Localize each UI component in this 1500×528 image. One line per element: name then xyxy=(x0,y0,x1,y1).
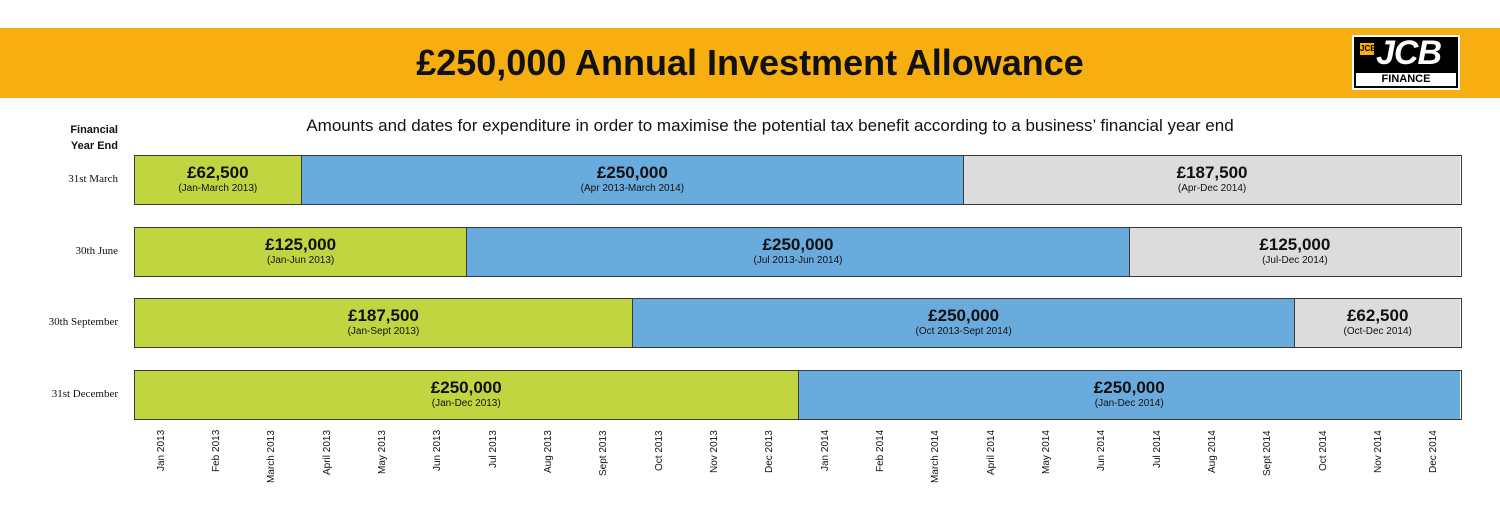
x-tick-label: Sept 2013 xyxy=(598,430,610,476)
row-header-line-2: Year End xyxy=(70,140,118,152)
x-tick-label: March 2013 xyxy=(266,430,278,483)
segment-period: (Jul-Dec 2014) xyxy=(1262,255,1328,266)
x-tick-label: March 2014 xyxy=(930,430,942,483)
logo-mark-icon: JCB xyxy=(1360,43,1377,55)
row-label: 31st March xyxy=(68,173,118,185)
x-tick-label: May 2013 xyxy=(377,430,388,474)
x-axis-ticks: Jan 2013 Feb 2013 March 2013 April 2013 May … xyxy=(0,430,1500,490)
timeline-bar: £187,500 (Jan-Sept 2013) £250,000 (Oct 2013… xyxy=(134,298,1462,348)
row-label: 31st December xyxy=(51,388,118,400)
x-tick-label: Feb 2013 xyxy=(211,430,222,473)
segment-period: (Jan-Dec 2014) xyxy=(1094,398,1164,409)
segment-period: (Apr-Dec 2014) xyxy=(1177,183,1247,194)
row-header-label: Financial Year End xyxy=(20,122,118,154)
bar-segment: £62,500 (Oct-Dec 2014) xyxy=(1294,299,1460,347)
segment-period: (Jan-Dec 2013) xyxy=(431,398,501,409)
segment-amount: £250,000 xyxy=(596,163,668,182)
segment-amount: £62,500 xyxy=(1346,306,1409,325)
x-tick-label: Jul 2013 xyxy=(487,430,499,468)
row-label: 30th September xyxy=(48,316,118,328)
timeline-bar: £62,500 (Jan-March 2013) £250,000 (Apr 2013… xyxy=(134,155,1462,205)
x-tick-label: May 2014 xyxy=(1041,430,1052,474)
segment-period: (Oct 2013-Sept 2014) xyxy=(915,326,1012,337)
segment-amount: £250,000 xyxy=(762,235,834,254)
x-tick-label: Jul 2014 xyxy=(1151,430,1163,468)
bar-segment: £187,500 (Apr-Dec 2014) xyxy=(963,156,1460,204)
x-tick-label: Aug 2014 xyxy=(1207,430,1218,473)
x-tick-label: Jun 2013 xyxy=(432,430,444,472)
segment-amount: £125,000 xyxy=(1259,235,1331,254)
logo-subtext: FINANCE xyxy=(1356,73,1456,86)
x-tick-label: Nov 2014 xyxy=(1373,430,1384,473)
x-tick-label: Aug 2013 xyxy=(543,430,554,473)
row-label: 30th June xyxy=(75,245,118,257)
timeline-bar: £250,000 (Jan-Dec 2013) £250,000 (Jan-Dec 2… xyxy=(134,370,1462,420)
bar-segment: £187,500 (Jan-Sept 2013) xyxy=(135,299,632,347)
x-tick-label: April 2013 xyxy=(321,430,333,476)
segment-amount: £250,000 xyxy=(928,306,1000,325)
row-header-line-1: Financial xyxy=(70,124,118,136)
bar-segment: £250,000 (Jan-Dec 2013) xyxy=(135,371,798,419)
segment-amount: £187,500 xyxy=(347,306,419,325)
title-banner: £250,000 Annual Investment Allowance JCB… xyxy=(0,28,1500,98)
x-tick-label: Feb 2014 xyxy=(875,430,886,473)
x-tick-label: Jan 2013 xyxy=(155,430,167,472)
x-tick-label: Nov 2013 xyxy=(709,430,720,473)
segment-amount: £62,500 xyxy=(187,163,249,182)
bar-segment: £250,000 (Jan-Dec 2014) xyxy=(797,371,1460,419)
segment-period: (Oct-Dec 2014) xyxy=(1343,326,1412,337)
logo-text: JCB xyxy=(1376,34,1442,72)
segment-amount: £250,000 xyxy=(1093,378,1165,397)
segment-period: (Jul 2013-Jun 2014) xyxy=(753,255,843,266)
jcb-finance-logo: JCB JCB FINANCE xyxy=(1352,34,1460,90)
segment-period: (Jan-Sept 2013) xyxy=(347,326,420,337)
bar-segment: £125,000 (Jan-Jun 2013) xyxy=(135,228,467,276)
chart-subtitle: Amounts and dates for expenditure in ord… xyxy=(306,116,1234,135)
bar-segment: £250,000 (Apr 2013-March 2014) xyxy=(300,156,964,204)
bar-segment: £125,000 (Jul-Dec 2014) xyxy=(1128,228,1460,276)
bar-segment: £250,000 (Jul 2013-Jun 2014) xyxy=(466,228,1129,276)
x-tick-label: Jan 2014 xyxy=(819,430,831,472)
x-tick-label: Dec 2013 xyxy=(764,430,776,473)
segment-amount: £187,500 xyxy=(1176,163,1248,182)
bar-segment: £62,500 (Jan-March 2013) xyxy=(135,156,301,204)
segment-amount: £250,000 xyxy=(430,378,502,397)
x-tick-label: Oct 2013 xyxy=(653,430,665,471)
x-tick-label: April 2014 xyxy=(985,430,997,476)
bar-segment: £250,000 (Oct 2013-Sept 2014) xyxy=(631,299,1295,347)
page-title: £250,000 Annual Investment Allowance xyxy=(416,42,1084,83)
segment-period: (Apr 2013-March 2014) xyxy=(580,183,685,194)
timeline-bar: £125,000 (Jan-Jun 2013) £250,000 (Jul 2013-… xyxy=(134,227,1462,277)
segment-amount: £125,000 xyxy=(265,235,337,254)
x-tick-label: Oct 2014 xyxy=(1317,430,1329,471)
x-tick-label: Sept 2014 xyxy=(1262,430,1274,476)
x-tick-label: Dec 2014 xyxy=(1428,430,1440,473)
segment-period: (Jan-Jun 2013) xyxy=(266,255,335,266)
x-tick-label: Jun 2014 xyxy=(1096,430,1108,472)
segment-period: (Jan-March 2013) xyxy=(178,183,258,194)
